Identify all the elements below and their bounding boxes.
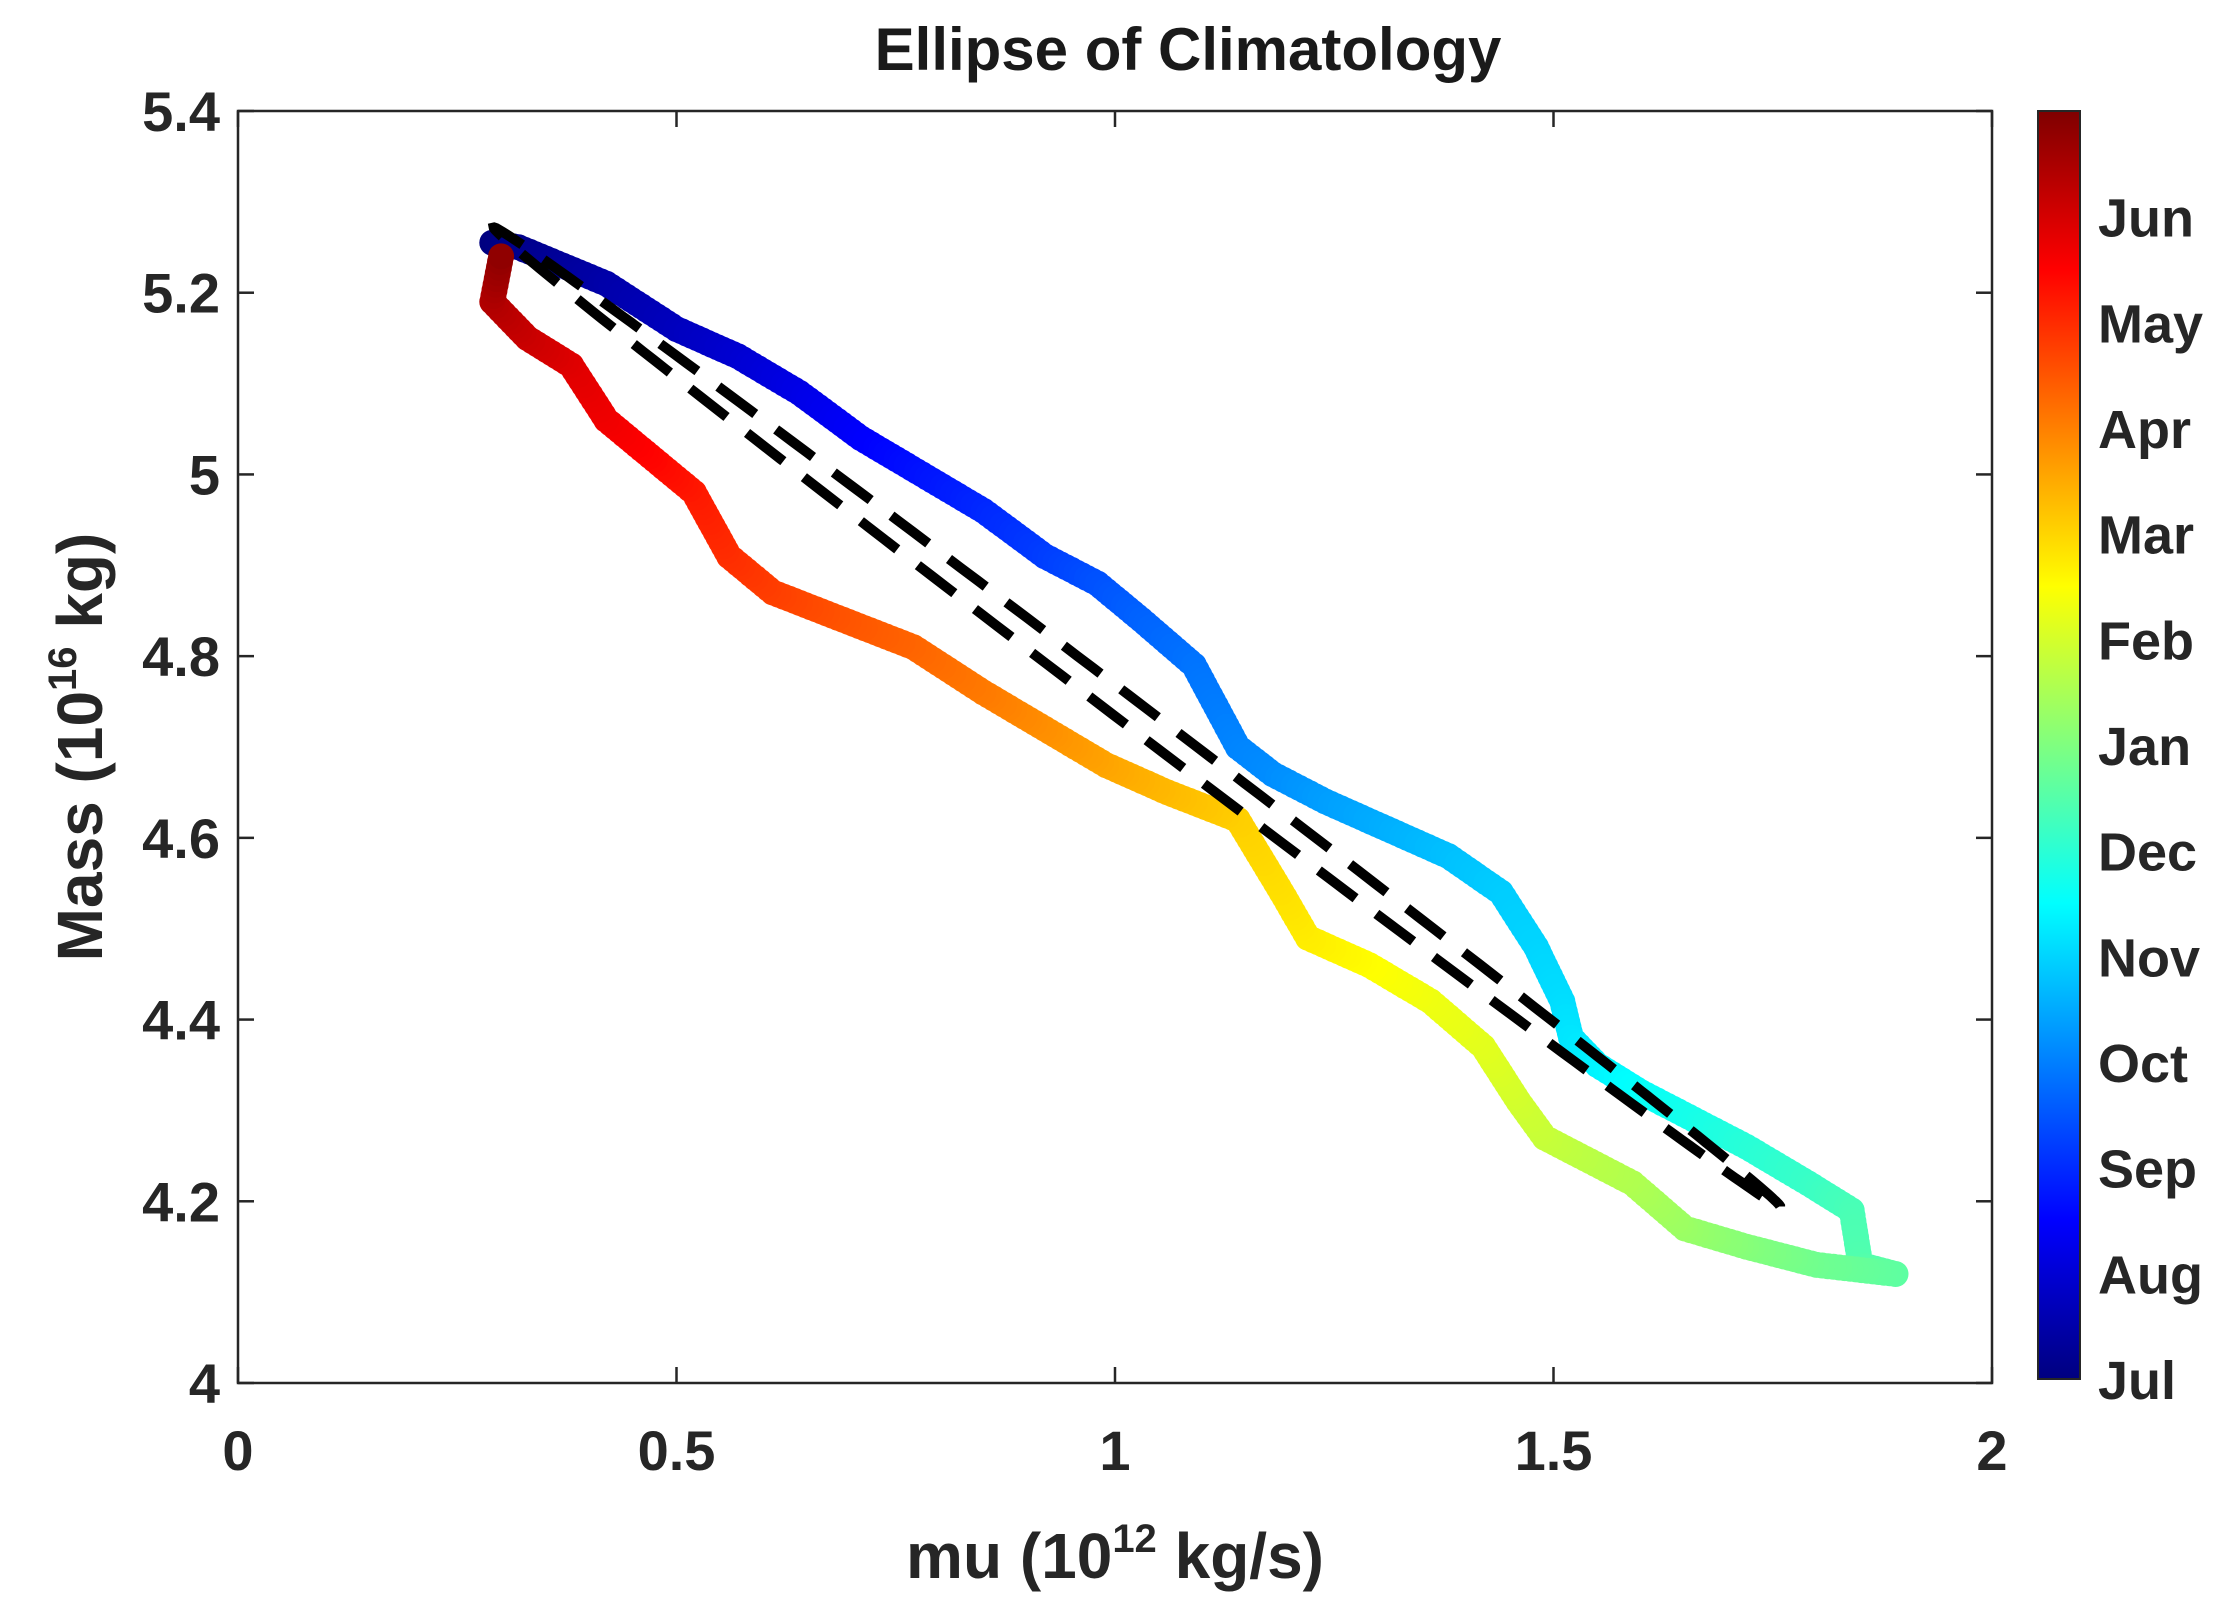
x-axis-label: mu (1012 kg/s) [906, 1517, 1324, 1592]
fitted-ellipse [487, 222, 1786, 1212]
colorbar-label: Aug [2098, 1245, 2203, 1305]
y-tick-label: 4.2 [142, 1170, 220, 1233]
y-tick-label: 5.2 [142, 262, 220, 325]
chart-title: Ellipse of Climatology [875, 16, 1502, 83]
colorbar-label: Dec [2098, 823, 2197, 883]
colorbar-label: Oct [2098, 1034, 2188, 1094]
x-tick-labels: 0 0.5 1 1.5 2 [222, 1419, 2007, 1482]
data-points [479, 229, 1909, 1287]
y-tick-label: 4.4 [142, 989, 220, 1052]
colorbar-label: Apr [2098, 400, 2191, 460]
colorbar-label: Mar [2098, 506, 2194, 566]
x-tick-label: 0 [222, 1419, 253, 1482]
plot-frame [236, 109, 1994, 1385]
y-tick-label: 4.8 [142, 625, 220, 688]
colorbar-labels: Jul Aug Sep Oct Nov Dec Jan Feb Mar Apr May Jun [2098, 189, 2203, 1411]
colorbar-label: Jul [2098, 1351, 2176, 1411]
y-tick-labels: 4 4.2 4.4 4.6 4.8 5 5.2 5.4 [142, 80, 220, 1415]
y-tick-label: 5 [189, 443, 220, 506]
x-tick-label: 0.5 [638, 1419, 716, 1482]
y-tick-label: 4 [189, 1352, 220, 1415]
colorbar-label: Jan [2098, 717, 2191, 777]
colorbar-label: Sep [2098, 1140, 2197, 1200]
y-axis-label: Mass (1016 kg) [41, 533, 116, 962]
y-tick-label: 5.4 [142, 80, 220, 143]
data-point [488, 243, 515, 270]
x-tick-label: 2 [1976, 1419, 2007, 1482]
colorbar-label: Jun [2098, 189, 2194, 249]
colorbar-label: Feb [2098, 611, 2194, 671]
colorbar-label: May [2098, 294, 2203, 354]
colorbar-label: Nov [2098, 928, 2200, 988]
x-tick-label: 1.5 [1515, 1419, 1593, 1482]
colorbar [2037, 110, 2081, 1380]
y-tick-label: 4.6 [142, 807, 220, 870]
x-tick-label: 1 [1099, 1419, 1130, 1482]
